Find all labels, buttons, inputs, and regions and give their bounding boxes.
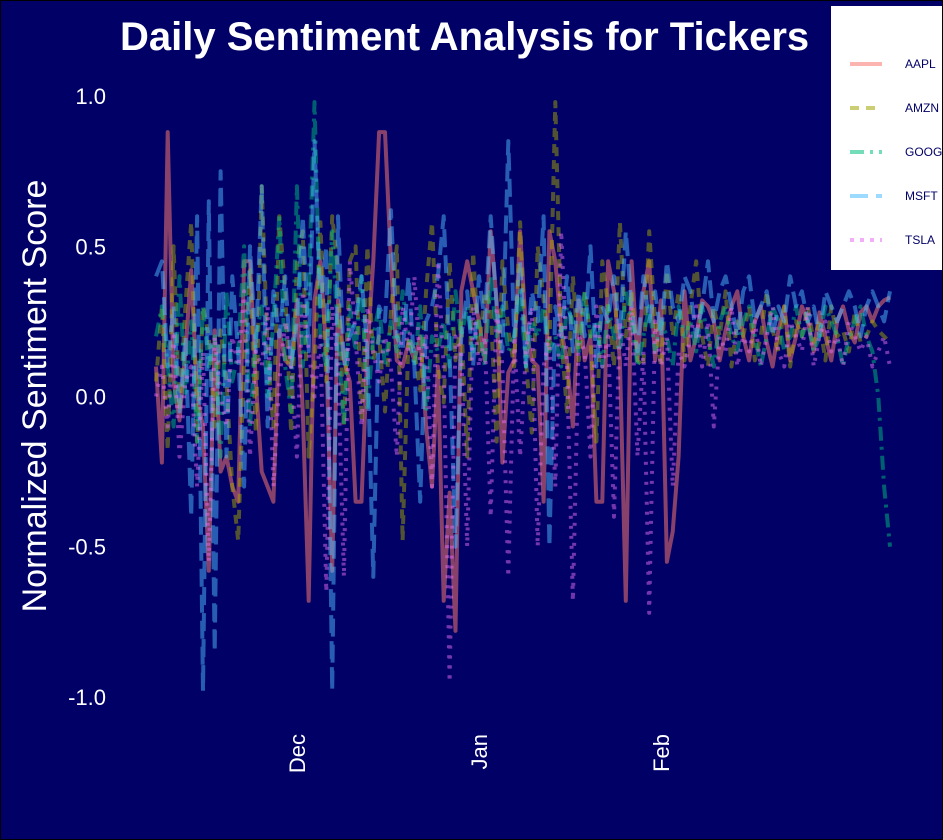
legend-box xyxy=(831,6,943,270)
series-line-msft xyxy=(154,139,892,693)
y-tick-label: -1.0 xyxy=(68,685,106,710)
legend-items: AAPL AMZN GOOG MSFT TSLA xyxy=(850,57,942,247)
x-tick-label: Jan xyxy=(467,734,492,769)
y-tick-label: 0.5 xyxy=(75,234,106,259)
legend: AAPL AMZN GOOG MSFT TSLA xyxy=(831,6,943,270)
x-tick-label: Feb xyxy=(649,734,674,772)
y-tick-label: 1.0 xyxy=(75,84,106,109)
y-tick-label: 0.0 xyxy=(75,385,106,410)
legend-label-tsla: TSLA xyxy=(905,233,935,247)
y-axis-label: Normalized Sentiment Score xyxy=(16,180,54,613)
series-line-aapl xyxy=(154,130,891,633)
y-axis-ticks: -1.0 -0.5 0.0 0.5 1.0 xyxy=(68,84,106,710)
y-tick-label: -0.5 xyxy=(68,535,106,560)
legend-label-aapl: AAPL xyxy=(905,57,936,71)
legend-label-goog: GOOG xyxy=(905,145,942,159)
legend-label-amzn: AMZN xyxy=(905,101,939,115)
chart-title: Daily Sentiment Analysis for Tickers xyxy=(120,15,809,59)
legend-label-msft: MSFT xyxy=(905,189,938,203)
series-layer xyxy=(154,100,892,693)
x-axis-ticks: Dec Jan Feb xyxy=(285,734,674,773)
x-tick-label: Dec xyxy=(285,734,310,773)
series-line-tsla xyxy=(154,229,892,684)
